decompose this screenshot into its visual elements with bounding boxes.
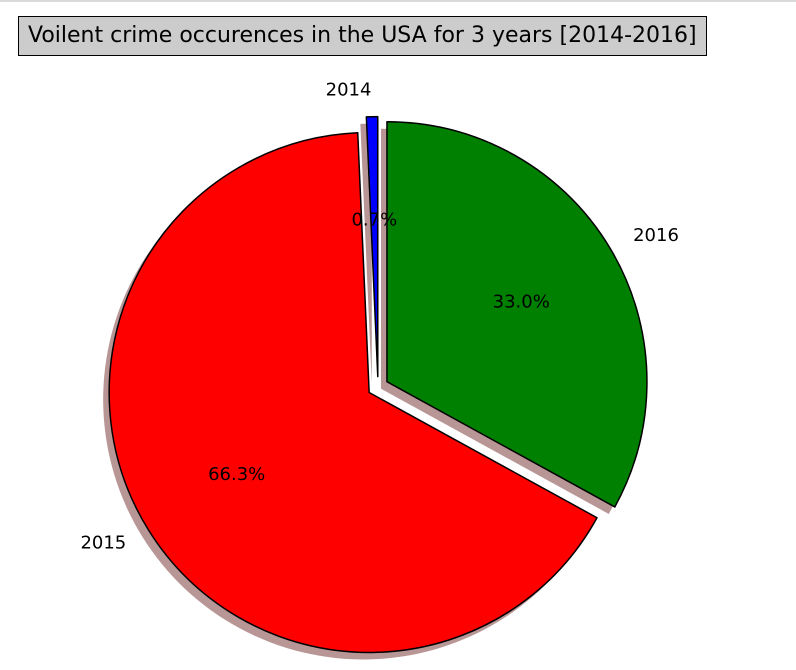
chart-title: Voilent crime occurences in the USA for …	[18, 16, 707, 56]
slice-label-2016: 2016	[633, 225, 679, 246]
pie-slice-2014	[365, 115, 379, 378]
slice-percent-2015: 66.3%	[208, 464, 265, 485]
pie-labels: 2014 0.7% 2015 66.3% 2016 33.0%	[80, 80, 678, 554]
slice-percent-2014: 0.7%	[351, 210, 397, 231]
pie-slice-2016	[386, 120, 648, 508]
top-divider	[0, 0, 796, 2]
slice-label-2014: 2014	[326, 80, 372, 101]
pie-slices	[108, 115, 648, 654]
slice-percent-2016: 33.0%	[493, 291, 550, 312]
pie-slice-2015	[108, 131, 598, 654]
slice-label-2015: 2015	[80, 532, 126, 553]
